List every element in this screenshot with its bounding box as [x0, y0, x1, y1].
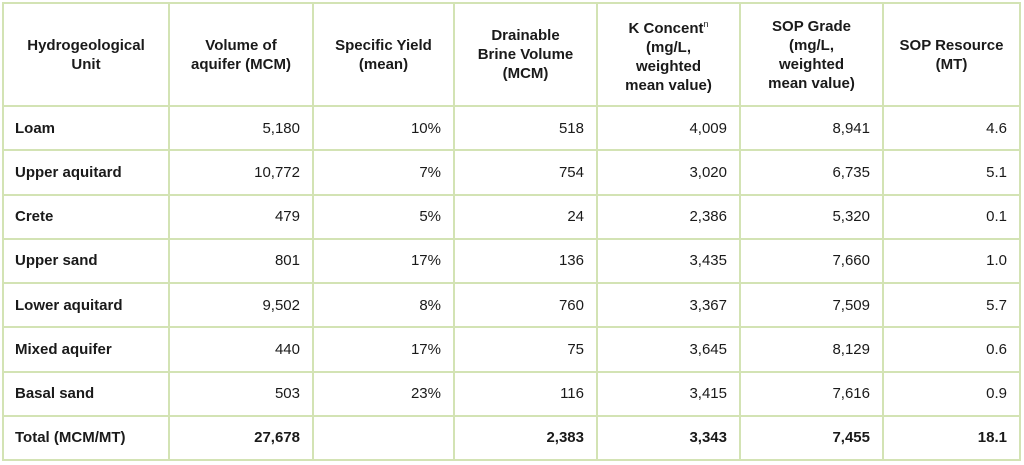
table-row: Basal sand 503 23% 116 3,415 7,616 0.9: [2, 370, 1021, 417]
cell-total-drainable-volume: 2,383: [453, 414, 598, 462]
cell-sop-grade: 5,320: [739, 193, 884, 240]
cell-sop-resource: 1.0: [882, 237, 1021, 285]
cell-total-sop-resource: 18.1: [882, 414, 1021, 462]
cell-total-specific-yield: [312, 414, 455, 462]
cell-drainable-volume: 24: [453, 193, 598, 240]
cell-drainable-volume: 760: [453, 281, 598, 329]
superscript-n: n: [703, 18, 709, 29]
cell-volume: 479: [168, 193, 314, 240]
cell-specific-yield: 8%: [312, 281, 455, 329]
cell-sop-resource: 0.1: [882, 193, 1021, 240]
cell-drainable-volume: 75: [453, 326, 598, 373]
cell-sop-grade: 7,660: [739, 237, 884, 285]
cell-total-label: Total (MCM/MT): [2, 414, 170, 462]
cell-sop-grade: 6,735: [739, 149, 884, 196]
cell-k-concentration: 4,009: [596, 104, 741, 152]
header-sop-resource: SOP Resource (MT): [882, 2, 1021, 107]
cell-volume: 9,502: [168, 281, 314, 329]
cell-specific-yield: 23%: [312, 370, 455, 417]
cell-sop-grade: 7,509: [739, 281, 884, 329]
cell-k-concentration: 3,367: [596, 281, 741, 329]
cell-unit: Upper aquitard: [2, 149, 170, 196]
cell-volume: 5,180: [168, 104, 314, 152]
cell-sop-grade: 7,616: [739, 370, 884, 417]
cell-unit: Loam: [2, 104, 170, 152]
table-row: Crete 479 5% 24 2,386 5,320 0.1: [2, 193, 1021, 240]
cell-k-concentration: 3,435: [596, 237, 741, 285]
cell-specific-yield: 5%: [312, 193, 455, 240]
cell-drainable-volume: 136: [453, 237, 598, 285]
cell-sop-resource: 0.9: [882, 370, 1021, 417]
cell-sop-resource: 0.6: [882, 326, 1021, 373]
cell-volume: 801: [168, 237, 314, 285]
cell-unit: Lower aquitard: [2, 281, 170, 329]
cell-unit: Basal sand: [2, 370, 170, 417]
cell-sop-resource: 4.6: [882, 104, 1021, 152]
cell-drainable-volume: 116: [453, 370, 598, 417]
cell-specific-yield: 10%: [312, 104, 455, 152]
cell-total-k-concentration: 3,343: [596, 414, 741, 462]
cell-volume: 440: [168, 326, 314, 373]
cell-sop-grade: 8,941: [739, 104, 884, 152]
header-row: Hydrogeological Unit Volume of aquifer (MC…: [2, 2, 1021, 107]
cell-k-concentration: 3,020: [596, 149, 741, 196]
cell-sop-resource: 5.1: [882, 149, 1021, 196]
cell-volume: 503: [168, 370, 314, 417]
cell-unit: Crete: [2, 193, 170, 240]
table-row: Upper sand 801 17% 136 3,435 7,660 1.0: [2, 237, 1021, 285]
table-row: Loam 5,180 10% 518 4,009 8,941 4.6: [2, 104, 1021, 152]
table-row: Lower aquitard 9,502 8% 760 3,367 7,509 …: [2, 281, 1021, 329]
cell-specific-yield: 17%: [312, 237, 455, 285]
cell-sop-grade: 8,129: [739, 326, 884, 373]
table-row: Upper aquitard 10,772 7% 754 3,020 6,735…: [2, 149, 1021, 196]
cell-specific-yield: 7%: [312, 149, 455, 196]
cell-sop-resource: 5.7: [882, 281, 1021, 329]
cell-total-volume: 27,678: [168, 414, 314, 462]
header-specific-yield: Specific Yield (mean): [312, 2, 455, 107]
header-sop-grade: SOP Grade (mg/L, weighted mean value): [739, 2, 884, 107]
cell-k-concentration: 3,415: [596, 370, 741, 417]
cell-volume: 10,772: [168, 149, 314, 196]
header-volume-of-aquifer: Volume of aquifer (MCM): [168, 2, 314, 107]
cell-total-sop-grade: 7,455: [739, 414, 884, 462]
total-row: Total (MCM/MT) 27,678 2,383 3,343 7,455 …: [2, 414, 1021, 462]
cell-drainable-volume: 518: [453, 104, 598, 152]
header-hydrogeological-unit: Hydrogeological Unit: [2, 2, 170, 107]
cell-specific-yield: 17%: [312, 326, 455, 373]
cell-drainable-volume: 754: [453, 149, 598, 196]
cell-unit: Upper sand: [2, 237, 170, 285]
cell-k-concentration: 2,386: [596, 193, 741, 240]
cell-unit: Mixed aquifer: [2, 326, 170, 373]
table-row: Mixed aquifer 440 17% 75 3,645 8,129 0.6: [2, 326, 1021, 373]
header-k-concentration: K Concentn (mg/L, weighted mean value): [596, 2, 741, 107]
cell-k-concentration: 3,645: [596, 326, 741, 373]
header-drainable-brine-volume: Drainable Brine Volume (MCM): [453, 2, 598, 107]
